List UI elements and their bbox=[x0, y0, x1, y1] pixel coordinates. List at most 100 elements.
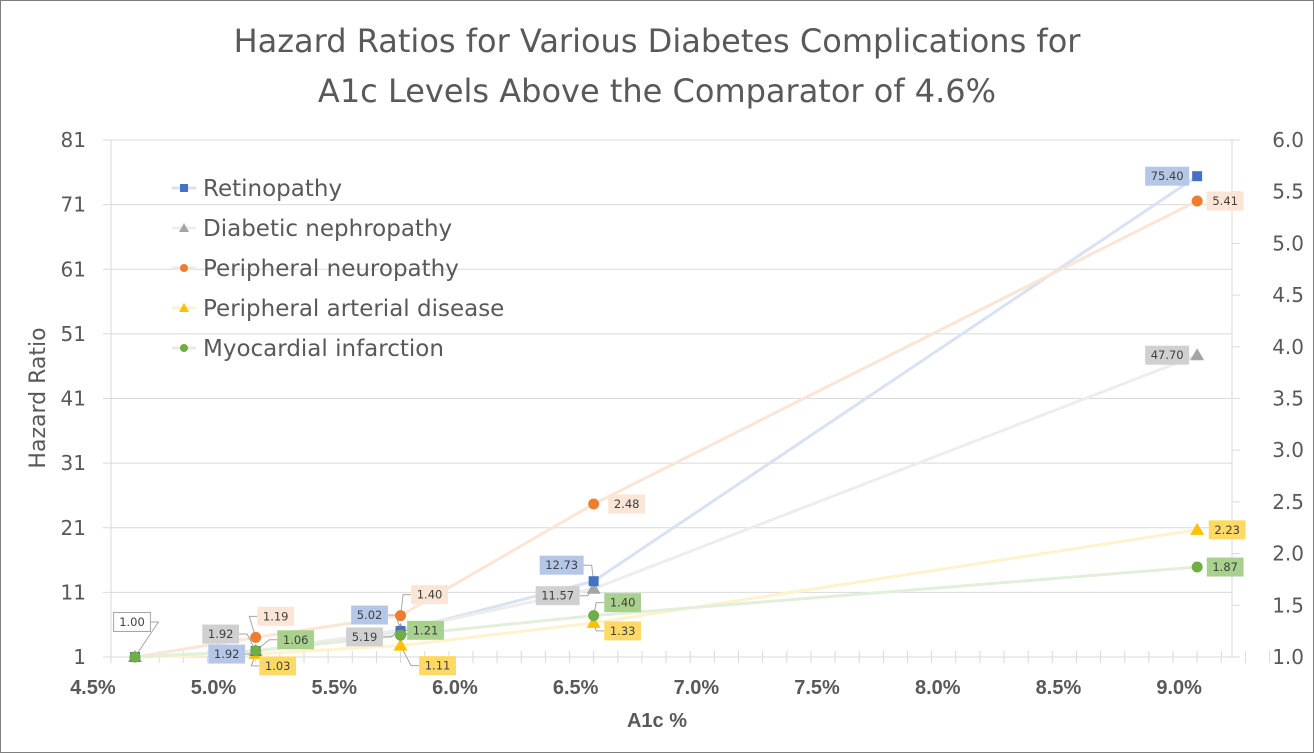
data-label: 5.02 bbox=[357, 608, 383, 622]
data-point bbox=[395, 610, 407, 622]
axes: 111213141516171811.01.52.02.53.03.54.04.… bbox=[61, 128, 1304, 699]
label-leader-lines bbox=[134, 564, 605, 667]
legend-label: Retinopathy bbox=[203, 176, 342, 202]
data-label-box bbox=[604, 621, 642, 641]
data-label-box bbox=[539, 555, 584, 575]
x-tick-label: 7.0% bbox=[674, 677, 720, 699]
data-label-box bbox=[1145, 345, 1190, 365]
y-tick-label: 41 bbox=[61, 387, 86, 411]
data-label-box bbox=[535, 586, 580, 606]
data-label: 1.00 bbox=[119, 615, 145, 629]
x-tick-label: 8.5% bbox=[1036, 677, 1082, 699]
data-label: 1.06 bbox=[283, 633, 309, 647]
data-point bbox=[586, 581, 601, 594]
data-label: 12.73 bbox=[545, 558, 578, 572]
legend-label: Diabetic nephropathy bbox=[203, 216, 452, 242]
y2-tick-label: 6.0 bbox=[1272, 128, 1304, 152]
data-label: 1.03 bbox=[265, 659, 291, 673]
chart-title-line-1: Hazard Ratios for Various Diabetes Compl… bbox=[234, 22, 1082, 60]
data-label: 1.92 bbox=[214, 647, 240, 661]
y-tick-label: 81 bbox=[61, 128, 86, 152]
x-tick-label: 4.5% bbox=[70, 677, 116, 699]
y-axis-title: Hazard Ratio bbox=[26, 327, 51, 468]
legend-marker-triangle-icon bbox=[179, 303, 189, 312]
data-point bbox=[586, 615, 601, 628]
data-point bbox=[1191, 195, 1203, 207]
label-leader bbox=[400, 645, 420, 667]
data-label-box bbox=[202, 624, 240, 644]
data-label-box bbox=[1206, 191, 1244, 211]
y-tick-label: 71 bbox=[61, 193, 86, 217]
data-label: 5.19 bbox=[352, 630, 378, 644]
data-label: 2.23 bbox=[1214, 523, 1240, 537]
legend-marker-square-icon bbox=[180, 184, 188, 192]
data-label: 11.57 bbox=[541, 589, 574, 603]
data-point bbox=[588, 576, 599, 587]
data-point bbox=[1190, 348, 1205, 361]
series-markers bbox=[128, 171, 1205, 663]
data-label: 1.92 bbox=[208, 627, 234, 641]
legend-marker-circle-icon bbox=[180, 264, 188, 272]
legend-label: Myocardial infarction bbox=[203, 336, 444, 362]
y-tick-label: 11 bbox=[61, 580, 86, 604]
data-label-box bbox=[113, 612, 151, 632]
label-leader bbox=[400, 594, 412, 616]
chart-text: Hazard Ratios for Various Diabetes Compl… bbox=[26, 22, 1081, 732]
legend: Retinopathy Diabetic nephropathy Periphera… bbox=[172, 176, 504, 362]
data-label: 1.21 bbox=[413, 623, 439, 637]
data-label: 47.70 bbox=[1151, 348, 1184, 362]
data-point bbox=[393, 638, 408, 651]
legend-marker-circle-icon bbox=[180, 344, 188, 352]
x-tick-label: 6.5% bbox=[553, 677, 599, 699]
y-tick-label: 51 bbox=[61, 322, 86, 346]
data-label: 1.33 bbox=[610, 624, 636, 638]
series-lines bbox=[134, 174, 1199, 659]
x-tick-label: 5.5% bbox=[311, 677, 357, 699]
y2-tick-label: 5.0 bbox=[1272, 231, 1304, 255]
legend-label: Peripheral arterial disease bbox=[203, 296, 504, 322]
chart-title-line-2: A1c Levels Above the Comparator of 4.6% bbox=[318, 72, 996, 110]
label-leader bbox=[583, 564, 595, 582]
data-point bbox=[250, 645, 262, 657]
data-point bbox=[588, 498, 600, 510]
data-label-box bbox=[1145, 166, 1190, 186]
data-point bbox=[129, 651, 141, 663]
data-label-box bbox=[608, 494, 646, 514]
data-label-box bbox=[277, 630, 315, 650]
data-label: 1.40 bbox=[417, 588, 443, 602]
data-label: 2.48 bbox=[614, 497, 640, 511]
data-point bbox=[1192, 171, 1203, 182]
data-label-box bbox=[1208, 520, 1246, 540]
label-leader bbox=[239, 633, 257, 652]
label-leader bbox=[248, 615, 258, 638]
data-label: 1.19 bbox=[263, 609, 289, 623]
data-label: 75.40 bbox=[1151, 169, 1184, 183]
legend-marker-triangle-icon bbox=[179, 223, 189, 232]
label-leader bbox=[134, 621, 160, 658]
y-tick-label: 21 bbox=[61, 516, 86, 540]
y2-tick-label: 4.0 bbox=[1272, 335, 1304, 359]
data-point bbox=[1191, 561, 1203, 573]
data-label-box bbox=[419, 656, 456, 676]
x-tick-label: 8.0% bbox=[915, 677, 961, 699]
data-label-box bbox=[259, 656, 297, 676]
y2-tick-label: 1.5 bbox=[1272, 593, 1304, 617]
y2-tick-label: 1.0 bbox=[1272, 645, 1304, 669]
y2-tick-label: 4.5 bbox=[1272, 283, 1304, 307]
data-label: 1.87 bbox=[1212, 560, 1238, 574]
data-label-box bbox=[411, 585, 448, 605]
y2-tick-label: 2.5 bbox=[1272, 490, 1304, 514]
y-tick-label: 31 bbox=[61, 451, 86, 475]
data-labels: 1.00 1.92 5.02 12.73 75.40 1.92 5.19 11.57 47.70… bbox=[113, 166, 1246, 676]
data-label-box bbox=[351, 605, 388, 625]
data-label: 1.40 bbox=[610, 596, 636, 610]
data-label-box bbox=[1206, 557, 1244, 577]
data-label-box bbox=[257, 606, 295, 626]
data-point bbox=[1190, 522, 1205, 535]
x-tick-label: 5.0% bbox=[191, 677, 237, 699]
data-label-box bbox=[208, 644, 246, 664]
x-tick-label: 7.5% bbox=[794, 677, 840, 699]
data-label-box bbox=[346, 627, 383, 647]
data-point bbox=[250, 631, 262, 643]
